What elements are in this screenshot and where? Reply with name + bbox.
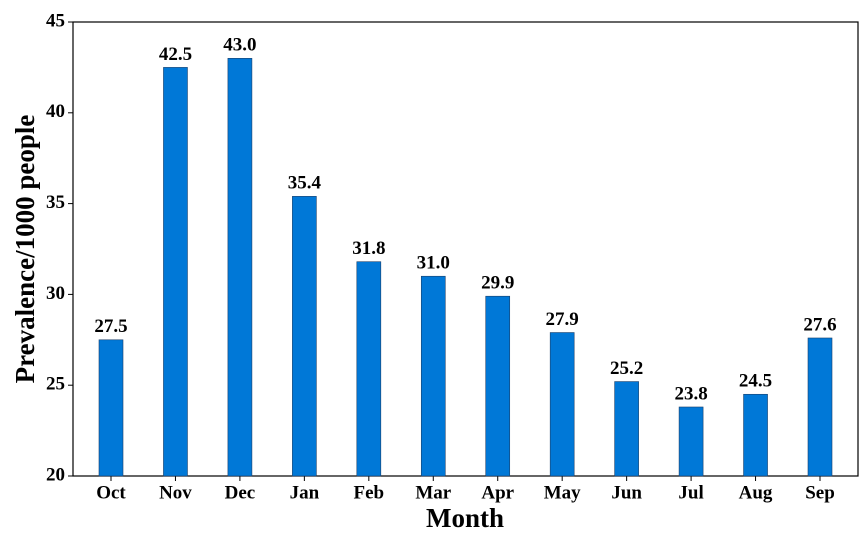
x-tick-label: Apr — [481, 482, 514, 503]
value-label: 35.4 — [288, 173, 322, 194]
y-tick-label: 25 — [46, 374, 65, 395]
x-tick-label: May — [544, 482, 581, 503]
x-tick-label: Aug — [739, 482, 773, 503]
value-label: 31.8 — [352, 238, 385, 259]
value-label: 27.9 — [546, 309, 579, 330]
bar — [163, 67, 188, 477]
value-label: 23.8 — [674, 383, 707, 404]
x-tick-label: Sep — [805, 482, 835, 503]
bar — [98, 339, 124, 477]
value-label: 24.5 — [739, 371, 772, 392]
bar — [678, 406, 704, 477]
x-tick-label: Jun — [611, 482, 642, 503]
value-label: 42.5 — [159, 44, 192, 65]
bar — [549, 332, 575, 477]
y-tick-label: 30 — [46, 283, 65, 304]
x-axis-label: Month — [426, 503, 504, 533]
y-axis-label: Prevalence/1000 people — [10, 115, 40, 384]
x-tick-label: Jul — [678, 482, 703, 503]
y-tick-label: 45 — [46, 10, 65, 31]
x-tick-label: Feb — [354, 482, 385, 503]
y-tick-label: 40 — [46, 101, 65, 122]
value-label: 43.0 — [223, 35, 256, 56]
bar — [807, 337, 833, 477]
bar — [485, 295, 511, 477]
value-label: 29.9 — [481, 273, 514, 294]
y-tick-label: 20 — [46, 464, 65, 485]
value-label: 27.6 — [803, 314, 836, 335]
x-tick-label: Nov — [159, 482, 192, 503]
bar — [356, 261, 382, 477]
value-label: 25.2 — [610, 358, 643, 379]
bar — [743, 393, 768, 477]
bar — [614, 381, 639, 477]
x-tick-label: Jan — [290, 482, 320, 503]
bar — [292, 196, 317, 477]
x-tick-label: Dec — [225, 482, 256, 503]
y-tick-label: 35 — [46, 192, 65, 213]
bar — [420, 275, 446, 477]
value-label: 27.5 — [94, 316, 127, 337]
x-tick-label: Mar — [415, 482, 451, 503]
x-tick-label: Oct — [96, 482, 126, 503]
bar — [227, 58, 253, 477]
plot-frame — [72, 21, 859, 477]
value-label: 31.0 — [417, 253, 450, 274]
